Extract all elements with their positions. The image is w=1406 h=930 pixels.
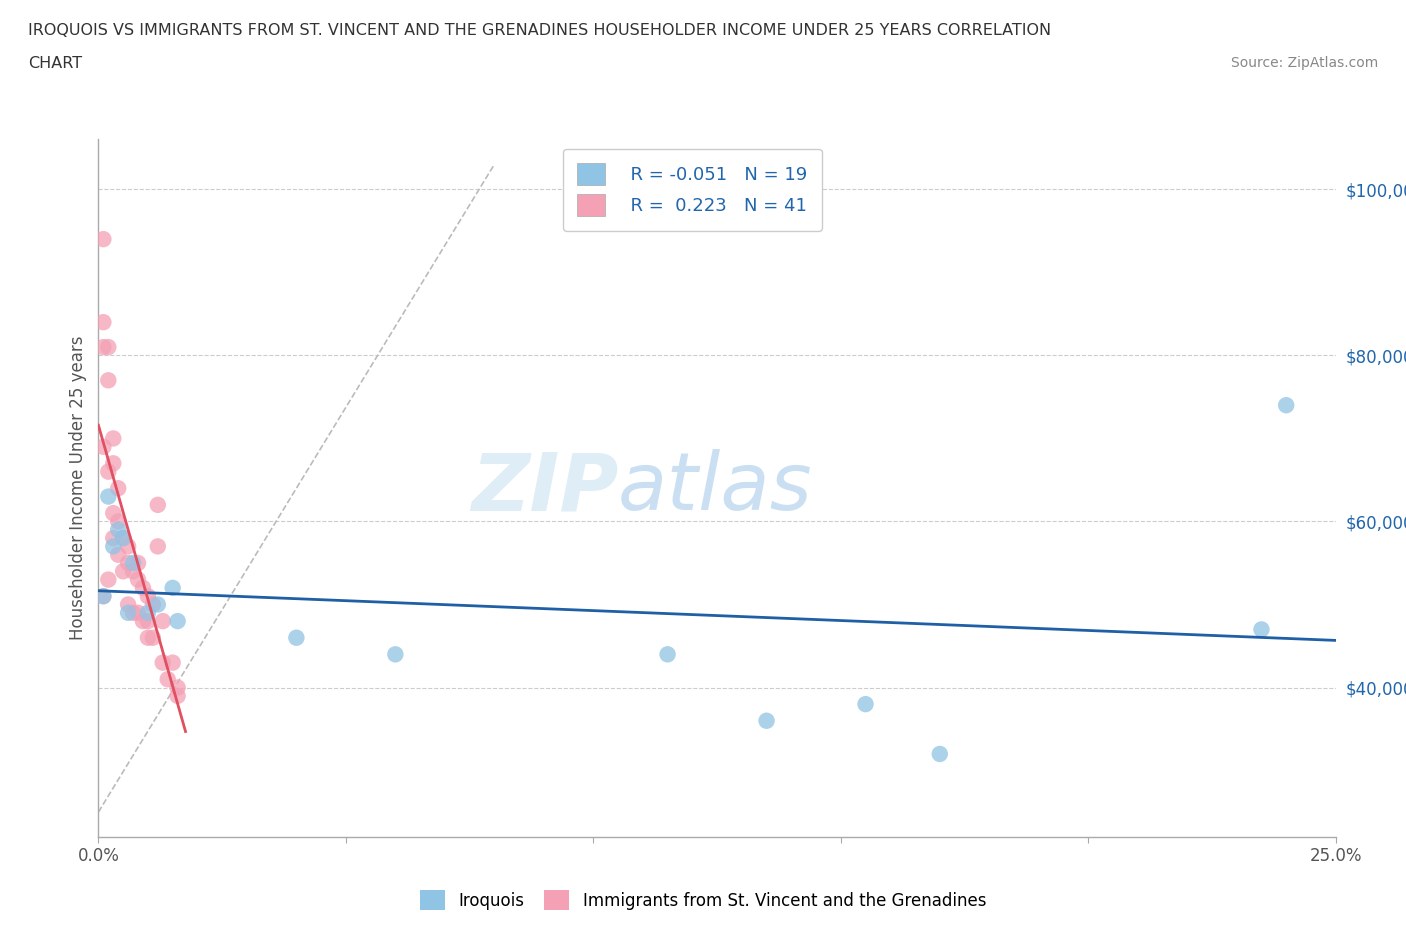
Point <box>146 538 169 553</box>
Point <box>97 464 120 479</box>
Point <box>93 232 115 246</box>
Point <box>97 489 120 504</box>
Point <box>132 614 155 629</box>
Point <box>136 614 159 629</box>
Point <box>122 555 145 570</box>
Point <box>97 339 120 354</box>
Point <box>855 697 877 711</box>
Point <box>103 456 125 471</box>
Point <box>103 431 125 445</box>
Point <box>112 564 135 578</box>
Point <box>97 373 120 388</box>
Point <box>112 531 135 546</box>
Text: Source: ZipAtlas.com: Source: ZipAtlas.com <box>1230 56 1378 70</box>
Point <box>146 597 169 612</box>
Point <box>152 655 174 670</box>
Point <box>136 631 159 645</box>
Point <box>97 572 120 587</box>
Text: ZIP: ZIP <box>471 449 619 527</box>
Point <box>107 514 129 529</box>
Point <box>127 605 149 620</box>
Point <box>103 531 125 546</box>
Point <box>93 339 115 354</box>
Point <box>112 531 135 546</box>
Point <box>117 605 139 620</box>
Point <box>384 647 406 662</box>
Point <box>156 671 179 686</box>
Point <box>152 614 174 629</box>
Text: CHART: CHART <box>28 56 82 71</box>
Point <box>162 580 184 595</box>
Point <box>117 538 139 553</box>
Point <box>93 589 115 604</box>
Point <box>127 572 149 587</box>
Point <box>132 580 155 595</box>
Point <box>122 564 145 578</box>
Text: IROQUOIS VS IMMIGRANTS FROM ST. VINCENT AND THE GRENADINES HOUSEHOLDER INCOME UN: IROQUOIS VS IMMIGRANTS FROM ST. VINCENT … <box>28 23 1052 38</box>
Point <box>136 605 159 620</box>
Point <box>122 605 145 620</box>
Point <box>103 538 125 553</box>
Point <box>93 439 115 454</box>
Point <box>657 647 679 662</box>
Point <box>136 589 159 604</box>
Point <box>142 597 165 612</box>
Point <box>107 523 129 538</box>
Point <box>1250 622 1272 637</box>
Point <box>162 655 184 670</box>
Point <box>928 747 950 762</box>
Point <box>166 614 188 629</box>
Point <box>93 589 115 604</box>
Point <box>107 547 129 562</box>
Point <box>117 597 139 612</box>
Point <box>755 713 778 728</box>
Legend:   R = -0.051   N = 19,   R =  0.223   N = 41: R = -0.051 N = 19, R = 0.223 N = 41 <box>562 149 821 231</box>
Point <box>285 631 308 645</box>
Legend: Iroquois, Immigrants from St. Vincent and the Grenadines: Iroquois, Immigrants from St. Vincent an… <box>413 884 993 917</box>
Point <box>107 481 129 496</box>
Point <box>127 555 149 570</box>
Point <box>142 631 165 645</box>
Point <box>93 314 115 329</box>
Point <box>103 506 125 521</box>
Point <box>166 688 188 703</box>
Point <box>146 498 169 512</box>
Point <box>1275 398 1298 413</box>
Point <box>117 555 139 570</box>
Point <box>166 680 188 695</box>
Y-axis label: Householder Income Under 25 years: Householder Income Under 25 years <box>69 336 87 641</box>
Text: atlas: atlas <box>619 449 813 527</box>
